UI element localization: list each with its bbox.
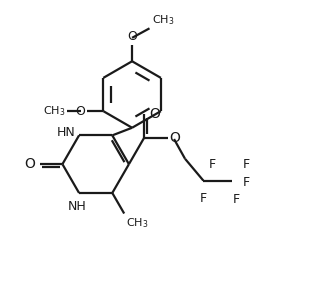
Text: F: F [243,158,250,171]
Text: O: O [150,107,161,122]
Text: O: O [127,30,137,43]
Text: F: F [209,158,216,171]
Text: O: O [169,131,181,145]
Text: HN: HN [57,126,75,139]
Text: F: F [243,176,250,189]
Text: CH$_3$: CH$_3$ [152,13,175,27]
Text: CH$_3$: CH$_3$ [126,216,148,230]
Text: CH$_3$: CH$_3$ [43,104,65,118]
Text: O: O [24,157,35,171]
Text: F: F [200,191,207,205]
Text: NH: NH [68,200,87,213]
Text: O: O [75,105,85,118]
Text: F: F [233,193,240,206]
